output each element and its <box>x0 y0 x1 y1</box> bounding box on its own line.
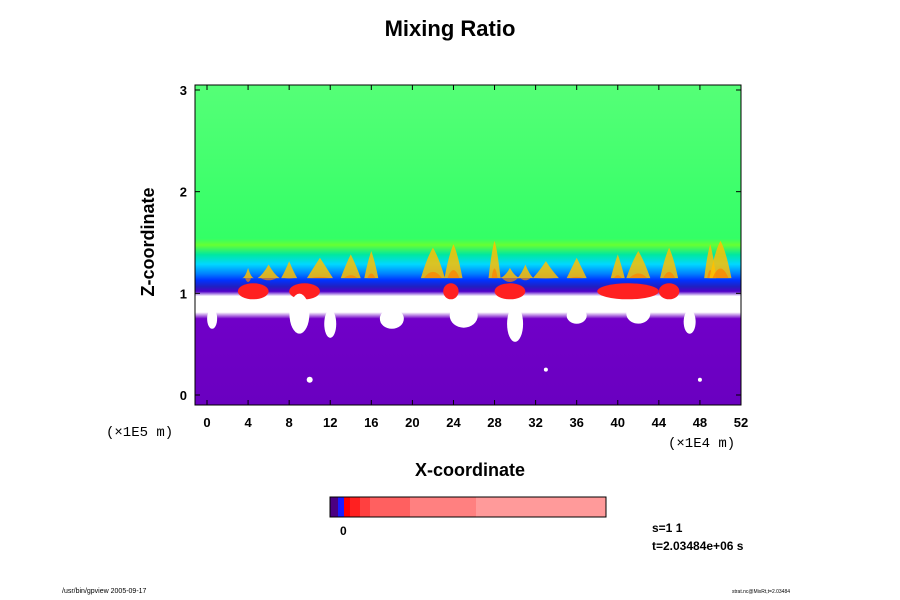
white-patch <box>207 308 218 329</box>
red-patch <box>494 283 526 300</box>
colorbar-label: 0 <box>340 524 347 538</box>
field-area <box>195 85 741 405</box>
x-tick-label: 8 <box>286 415 293 430</box>
plume-core <box>491 268 498 279</box>
white-patch <box>507 305 524 342</box>
x-tick-label: 44 <box>652 415 667 430</box>
red-patch <box>597 283 659 300</box>
plume-core <box>712 268 729 279</box>
field-background <box>195 85 741 405</box>
plume <box>340 254 361 279</box>
footer-command: /usr/bin/gpview 2005-09-17 <box>62 588 147 595</box>
plume <box>532 261 559 279</box>
x-tick-label: 28 <box>487 415 501 430</box>
colorbar-segment <box>370 497 410 517</box>
plume <box>257 264 280 279</box>
white-patch <box>379 308 404 329</box>
colorbar-segment <box>360 497 370 517</box>
plume <box>566 257 587 279</box>
plume <box>660 247 679 279</box>
white-patch <box>566 307 587 324</box>
x-tick-label: 48 <box>693 415 707 430</box>
plume <box>444 244 463 279</box>
footer-source: strat.nc@MixRt,t=2.03484 <box>732 589 791 595</box>
white-patch <box>289 293 310 334</box>
x-tick-label: 24 <box>446 415 461 430</box>
colorbar <box>330 497 606 517</box>
y-unit-label: (×1E5 m) <box>106 425 174 441</box>
plume <box>626 250 651 279</box>
plume-core <box>367 273 376 279</box>
plume-core <box>501 278 518 282</box>
plume-core <box>663 271 676 279</box>
y-tick-label: 0 <box>180 388 187 403</box>
plume-core <box>260 278 277 281</box>
plume-core <box>423 271 442 279</box>
plume-core <box>629 273 648 279</box>
plume-features <box>242 240 732 282</box>
x-axis-title: X-coordinate <box>414 460 525 480</box>
x-tick-label: 0 <box>203 415 210 430</box>
colorbar-segment <box>476 497 606 517</box>
x-tick-label: 36 <box>569 415 583 430</box>
step-label: s=1 1 <box>652 521 683 535</box>
x-tick-label: 16 <box>364 415 378 430</box>
plume-core <box>613 275 622 279</box>
red-patch <box>237 283 269 300</box>
colorbar-frame <box>329 496 607 518</box>
white-patch <box>449 303 478 328</box>
plot-frame <box>194 84 742 406</box>
x-tick-label: 32 <box>528 415 542 430</box>
plume <box>709 240 732 279</box>
white-patch <box>683 309 696 334</box>
plume <box>281 261 298 279</box>
plume-core <box>447 270 460 279</box>
plume <box>610 254 625 279</box>
red-patch <box>443 283 459 300</box>
colorbar-segment <box>338 497 344 517</box>
white-patch <box>697 377 702 382</box>
y-axis-title: Z-coordinate <box>138 187 158 297</box>
white-features <box>207 293 702 383</box>
x-axis-ticks: 0 4 8 12 16 20 24 28 32 36 40 44 48 52 <box>203 85 748 430</box>
red-patch <box>658 283 680 300</box>
y-tick-label: 2 <box>180 185 187 200</box>
plume-core <box>569 276 584 279</box>
plume <box>488 240 501 279</box>
plume-core <box>343 275 358 279</box>
plume <box>498 267 521 279</box>
chart-title: Mixing Ratio <box>384 16 516 41</box>
colorbar-segment <box>350 497 360 517</box>
white-patch <box>543 367 548 372</box>
colorbar-segment <box>330 497 338 517</box>
x-tick-label: 40 <box>611 415 625 430</box>
plume <box>364 250 379 279</box>
plume-core <box>245 278 252 282</box>
plume-core <box>309 276 330 279</box>
y-tick-label: 3 <box>180 83 187 98</box>
plume <box>306 257 333 279</box>
x-tick-label: 20 <box>405 415 419 430</box>
red-features <box>237 283 680 300</box>
plume-core <box>284 278 295 279</box>
plume-core <box>535 278 556 279</box>
time-label: t=2.03484e+06 s <box>652 539 744 553</box>
x-tick-label: 4 <box>244 415 252 430</box>
x-tick-label: 52 <box>734 415 748 430</box>
plume <box>242 267 255 279</box>
plume <box>420 247 445 279</box>
x-tick-label: 12 <box>323 415 337 430</box>
plume <box>517 264 534 279</box>
y-tick-label: 1 <box>180 286 187 301</box>
white-patch <box>626 303 651 324</box>
plume-core <box>520 278 531 281</box>
y-axis-ticks: 0 1 2 3 <box>180 83 741 403</box>
white-patch <box>306 376 313 383</box>
colorbar-segment <box>410 497 476 517</box>
colorbar-segment <box>344 497 350 517</box>
white-patch <box>324 309 337 338</box>
x-unit-label: (×1E4 m) <box>668 436 736 452</box>
